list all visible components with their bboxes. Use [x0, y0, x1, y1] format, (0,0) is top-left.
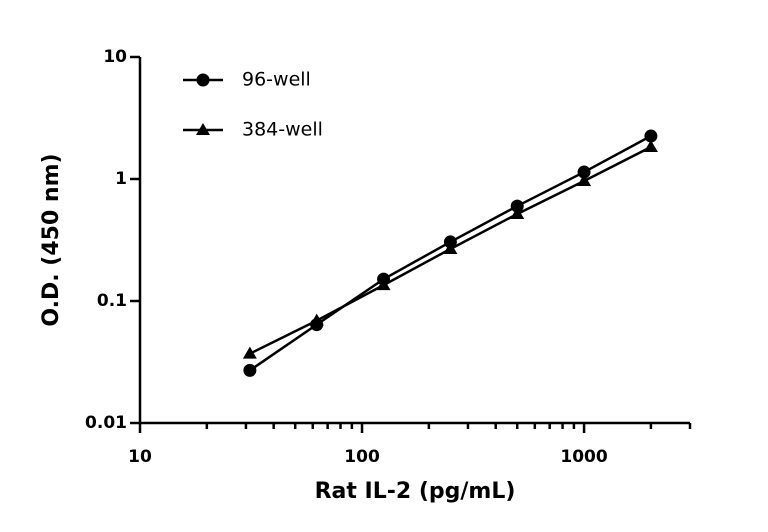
legend-marker	[196, 73, 210, 87]
marker	[242, 346, 257, 359]
marker	[376, 278, 391, 291]
x-tick-label: 10	[128, 447, 152, 467]
marker	[644, 129, 658, 143]
marker	[643, 139, 658, 152]
x-tick-label: 100	[344, 447, 380, 467]
marker	[443, 241, 458, 254]
marker	[577, 165, 591, 179]
marker	[577, 173, 592, 186]
y-tick-label: 10	[103, 47, 127, 67]
x-axis-label: Rat IL-2 (pg/mL)	[315, 479, 516, 504]
y-tick-label: 1	[115, 169, 127, 189]
marker	[510, 199, 524, 213]
marker	[243, 363, 257, 377]
y-tick-label: 0.01	[85, 413, 127, 433]
marker	[510, 206, 525, 219]
x-tick-label: 1000	[560, 447, 607, 467]
legend-label: 96-well	[242, 69, 311, 91]
marker	[309, 313, 324, 326]
y-tick-label: 0.1	[97, 291, 127, 311]
marker	[443, 235, 457, 249]
legend-label: 384-well	[242, 119, 323, 141]
legend-marker	[196, 123, 210, 135]
y-axis-label: O.D. (450 nm)	[39, 153, 64, 326]
